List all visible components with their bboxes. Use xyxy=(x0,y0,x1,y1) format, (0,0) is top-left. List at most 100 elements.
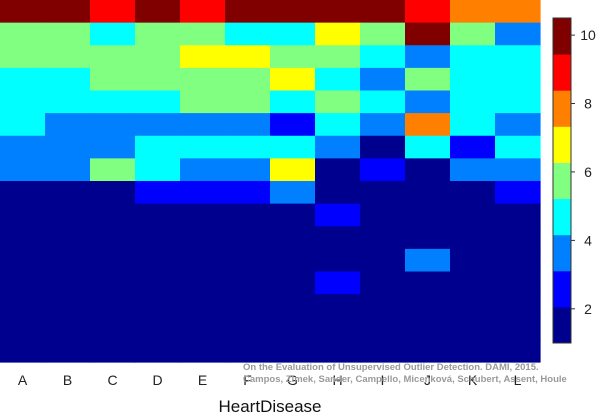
heatmap-cell-B-2 xyxy=(45,22,91,46)
x-tick-label-H: H xyxy=(332,372,342,388)
heatmap-cell-F-5 xyxy=(225,90,271,114)
heatmap-cell-B-6 xyxy=(45,113,91,137)
heatmap-cell-B-15 xyxy=(45,316,91,340)
heatmap-cell-H-9 xyxy=(315,181,361,205)
heatmap-cell-I-1 xyxy=(360,0,406,24)
heatmap-cell-G-1 xyxy=(270,0,316,24)
heatmap-cell-C-9 xyxy=(90,181,136,205)
colorbar-segment-2 xyxy=(553,270,571,308)
heatmap-cell-L-7 xyxy=(495,135,541,159)
heatmap-cell-I-16 xyxy=(360,339,406,363)
heatmap-cell-A-6 xyxy=(0,113,46,137)
heatmap-cell-H-15 xyxy=(315,316,361,340)
heatmap-cell-F-1 xyxy=(225,0,271,24)
heatmap-cell-D-10 xyxy=(135,203,181,227)
colorbar-segment-1 xyxy=(553,306,571,344)
heatmap-cell-A-13 xyxy=(0,271,46,295)
heatmap-cell-K-8 xyxy=(450,158,496,182)
heatmap-cell-D-3 xyxy=(135,45,181,69)
colorbar-tick-label-8: 8 xyxy=(584,96,592,112)
heatmap-cell-G-13 xyxy=(270,271,316,295)
heatmap-cell-K-9 xyxy=(450,181,496,205)
heatmap-cell-D-15 xyxy=(135,316,181,340)
heatmap-cell-E-9 xyxy=(180,181,226,205)
heatmap-cell-E-12 xyxy=(180,248,226,273)
heatmap-cell-K-2 xyxy=(450,22,496,46)
x-tick-labels: A B C D E F G H I J K L xyxy=(18,372,522,388)
heatmap-cell-D-1 xyxy=(135,0,181,24)
credit-line-1: On the Evaluation of Unsupervised Outlie… xyxy=(243,362,539,373)
heatmap-cell-L-13 xyxy=(495,271,541,295)
heatmap-cell-L-9 xyxy=(495,181,541,205)
heatmap-cell-K-15 xyxy=(450,316,496,340)
heatmap-cell-I-5 xyxy=(360,90,406,114)
colorbar-segment-5 xyxy=(553,162,571,200)
heatmap-cell-I-3 xyxy=(360,45,406,69)
heatmap-cell-L-11 xyxy=(495,226,541,250)
x-tick-label-E: E xyxy=(198,372,207,388)
heatmap-cell-I-7 xyxy=(360,135,406,159)
heatmap-cell-F-2 xyxy=(225,22,271,46)
heatmap-cell-J-12 xyxy=(405,248,451,273)
heatmap-cell-D-8 xyxy=(135,158,181,182)
heatmap-cell-B-11 xyxy=(45,226,91,250)
heatmap-cell-F-4 xyxy=(225,67,271,92)
heatmap-cell-D-2 xyxy=(135,22,181,46)
colorbar-tick-label-6: 6 xyxy=(584,164,592,180)
heatmap-cell-G-5 xyxy=(270,90,316,114)
heatmap-cell-G-16 xyxy=(270,339,316,363)
heatmap-cell-F-13 xyxy=(225,271,271,295)
heatmap-cell-G-2 xyxy=(270,22,316,46)
heatmap-cell-A-8 xyxy=(0,158,46,182)
heatmap-cell-E-7 xyxy=(180,135,226,159)
heatmap-cells xyxy=(0,0,541,363)
heatmap-cell-D-12 xyxy=(135,248,181,273)
heatmap-cell-C-5 xyxy=(90,90,136,114)
heatmap-cell-D-6 xyxy=(135,113,181,137)
heatmap-cell-B-12 xyxy=(45,248,91,273)
heatmap-cell-C-15 xyxy=(90,316,136,340)
heatmap-cell-A-1 xyxy=(0,0,46,24)
heatmap-cell-I-6 xyxy=(360,113,406,137)
heatmap-cell-J-15 xyxy=(405,316,451,340)
heatmap-cell-K-10 xyxy=(450,203,496,227)
heatmap-cell-F-6 xyxy=(225,113,271,137)
heatmap-cell-A-2 xyxy=(0,22,46,46)
heatmap-cell-B-7 xyxy=(45,135,91,159)
heatmap-cell-G-8 xyxy=(270,158,316,182)
heatmap-cell-A-11 xyxy=(0,226,46,250)
heatmap-cell-C-14 xyxy=(90,294,136,318)
heatmap-cell-G-3 xyxy=(270,45,316,69)
heatmap-cell-J-5 xyxy=(405,90,451,114)
heatmap-cell-E-1 xyxy=(180,0,226,24)
heatmap-cell-G-14 xyxy=(270,294,316,318)
heatmap-cell-I-8 xyxy=(360,158,406,182)
heatmap-cell-I-15 xyxy=(360,316,406,340)
heatmap-cell-I-12 xyxy=(360,248,406,273)
heatmap-cell-I-9 xyxy=(360,181,406,205)
heatmap-cell-J-3 xyxy=(405,45,451,69)
heatmap-cell-H-8 xyxy=(315,158,361,182)
heatmap-cell-J-11 xyxy=(405,226,451,250)
heatmap-cell-H-13 xyxy=(315,271,361,295)
heatmap-cell-F-12 xyxy=(225,248,271,273)
heatmap-cell-H-14 xyxy=(315,294,361,318)
heatmap-cell-E-2 xyxy=(180,22,226,46)
heatmap-cell-B-10 xyxy=(45,203,91,227)
colorbar-tick-label-4: 4 xyxy=(584,232,592,248)
heatmap-cell-D-16 xyxy=(135,339,181,363)
heatmap-cell-I-13 xyxy=(360,271,406,295)
colorbar-segment-3 xyxy=(553,234,571,272)
heatmap-cell-L-16 xyxy=(495,339,541,363)
heatmap-cell-F-9 xyxy=(225,181,271,205)
heatmap-cell-L-1 xyxy=(495,0,541,24)
colorbar-border xyxy=(552,17,572,344)
heatmap-cell-B-1 xyxy=(45,0,91,24)
heatmap-cell-K-3 xyxy=(450,45,496,69)
heatmap-cell-E-10 xyxy=(180,203,226,227)
heatmap-cell-I-10 xyxy=(360,203,406,227)
colorbar-segment-9 xyxy=(553,18,571,55)
heatmap-cell-G-15 xyxy=(270,316,316,340)
heatmap-cell-J-7 xyxy=(405,135,451,159)
heatmap-cell-D-9 xyxy=(135,181,181,205)
